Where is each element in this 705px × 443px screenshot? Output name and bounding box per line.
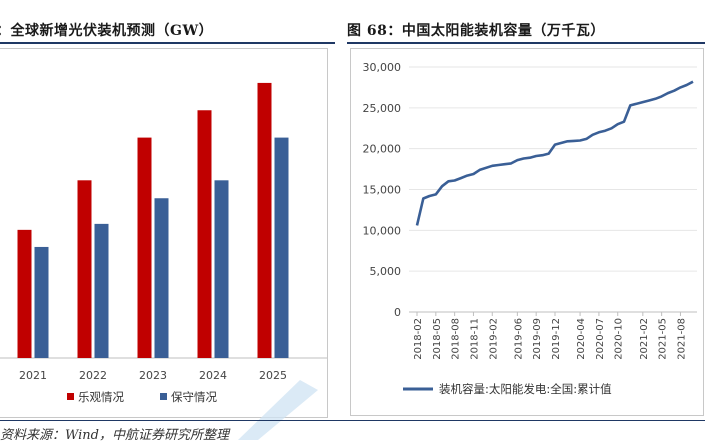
x-tick-label: 2018-08 <box>451 318 462 360</box>
bar-conservative-2024 <box>214 180 229 358</box>
line-chart-panel: 0 5,000 10,000 15,000 20,000 25,000 30,000 2018… <box>350 48 704 416</box>
y-tick-label: 30,000 <box>363 61 402 74</box>
x-tick-label: 2021 <box>19 369 47 382</box>
x-tick-label: 2019-02 <box>488 318 499 360</box>
x-tick-label: 2019-06 <box>513 318 524 360</box>
series-line-solar-capacity <box>415 80 694 226</box>
right-chart-title: 图 68：中国太阳能装机容量（万千瓦） <box>347 23 605 39</box>
x-tick-label: 2021-08 <box>676 318 687 360</box>
bar-optimistic-2023 <box>137 137 152 358</box>
bar-optimistic-2024 <box>197 110 212 358</box>
legend-label-solar-capacity: 装机容量:太阳能发电:全国:累计值 <box>439 382 612 396</box>
x-tick-label: 2023 <box>139 369 167 382</box>
legend-label-conservative: 保守情况 <box>171 390 217 404</box>
x-tick-label: 2019-12 <box>551 318 562 360</box>
bar-conservative-2023 <box>154 198 169 358</box>
bar-conservative-2025 <box>274 137 289 358</box>
x-tick-label: 2018-11 <box>469 318 480 360</box>
bar-optimistic-2021 <box>17 229 32 358</box>
legend-label-optimistic: 乐观情况 <box>78 390 124 404</box>
bar-optimistic-2022 <box>77 180 92 358</box>
title-rule-left <box>0 42 335 44</box>
x-tick-label: 2018-05 <box>432 318 443 360</box>
y-tick-label: 25,000 <box>363 102 402 115</box>
x-tick-label: 2021-05 <box>658 318 669 360</box>
y-tick-label: 5,000 <box>370 265 402 278</box>
bar-chart-panel: 2021 2022 2023 2024 2025 乐观情况 保守情况 <box>0 48 328 418</box>
line-chart: 0 5,000 10,000 15,000 20,000 25,000 30,000 2018… <box>363 61 697 396</box>
x-tick-label: 2020-04 <box>576 318 587 360</box>
x-tick-label: 2020-07 <box>595 318 606 360</box>
x-tick-label: 2019-09 <box>532 318 543 360</box>
left-chart-title: ：全球新增光伏装机预测（GW） <box>0 23 214 39</box>
y-tick-label: 20,000 <box>363 143 402 156</box>
y-tick-label: 15,000 <box>363 184 402 197</box>
source-rule <box>0 420 705 421</box>
bar-conservative-2022 <box>94 223 109 358</box>
x-tick-label: 2022 <box>79 369 107 382</box>
x-tick-label: 2024 <box>199 369 227 382</box>
legend-swatch-optimistic <box>67 393 74 400</box>
x-tick-label: 2018-02 <box>413 318 424 360</box>
title-rule-right <box>347 42 705 44</box>
y-tick-label: 0 <box>394 306 401 319</box>
y-tick-label: 10,000 <box>363 224 402 237</box>
x-tick-label: 2021-02 <box>639 318 650 360</box>
legend-swatch-conservative <box>160 393 167 400</box>
x-tick-label: 2025 <box>259 369 287 382</box>
watermark-shape <box>238 380 318 440</box>
bar-optimistic-2025 <box>257 82 272 359</box>
source-note: 资料来源：Wind，中航证券研究所整理 <box>0 428 229 443</box>
bar-chart: 2021 2022 2023 2024 2025 乐观情况 保守情况 <box>0 82 327 404</box>
bar-conservative-2021 <box>34 246 49 358</box>
x-tick-label: 2020-10 <box>614 318 625 360</box>
